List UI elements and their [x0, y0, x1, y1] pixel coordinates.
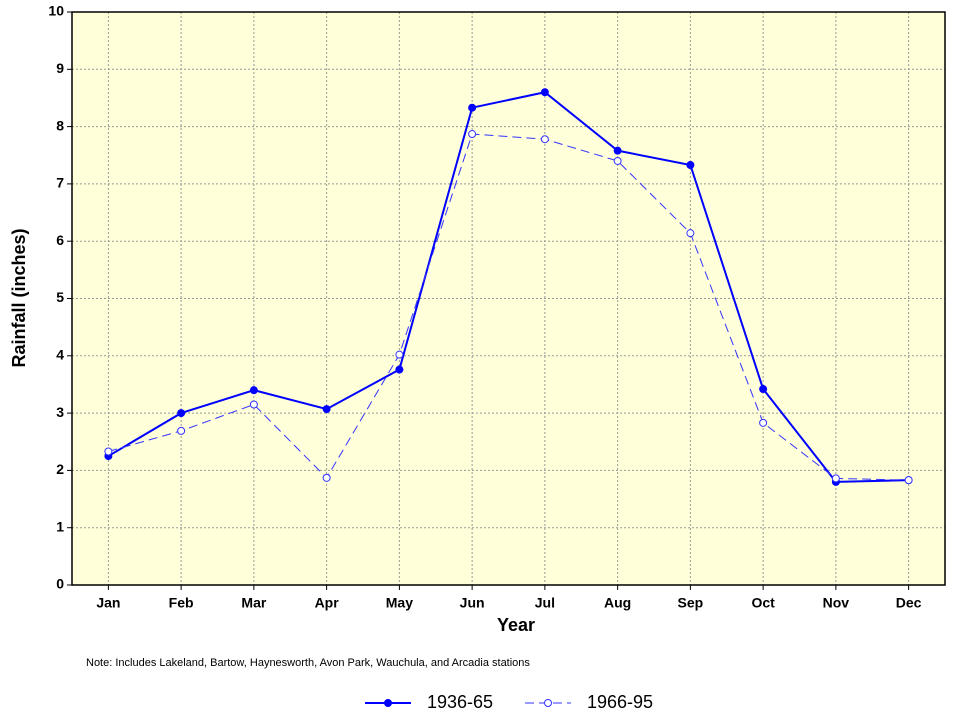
- point: [686, 229, 695, 238]
- point: [613, 156, 622, 165]
- point: [759, 418, 768, 427]
- note: Note: Includes Lakeland, Bartow, Haynesw…: [86, 657, 530, 669]
- x-tick-label: Oct: [751, 595, 775, 611]
- x-tick-label: Apr: [315, 595, 340, 611]
- y-tick-label: 10: [48, 3, 64, 19]
- x-tick-label: Nov: [823, 595, 850, 611]
- x-tick-label: Aug: [604, 595, 631, 611]
- point: [322, 473, 331, 482]
- point: [831, 474, 840, 483]
- y-tick-label: 9: [56, 60, 64, 76]
- point: [759, 385, 768, 394]
- point: [613, 146, 622, 155]
- point: [904, 476, 913, 485]
- y-tick-label: 5: [56, 289, 64, 305]
- x-tick-label: Jul: [535, 595, 555, 611]
- point: [468, 103, 477, 112]
- x-axis-label: Year: [497, 615, 535, 635]
- x-tick-label: Sep: [678, 595, 704, 611]
- point: [177, 409, 186, 418]
- y-tick-label: 1: [56, 518, 64, 534]
- y-tick-label: 4: [56, 347, 64, 363]
- point: [540, 135, 549, 144]
- point: [468, 130, 477, 139]
- x-tick-label: May: [386, 595, 413, 611]
- point: [686, 160, 695, 169]
- point: [395, 365, 404, 374]
- series-line: [107, 91, 909, 483]
- y-tick-label: 6: [56, 232, 64, 248]
- y-tick-label: 7: [56, 175, 64, 191]
- x-tick-label: Jun: [460, 595, 485, 611]
- legend-label: 1966-95: [587, 692, 653, 712]
- y-tick-label: 8: [56, 117, 64, 133]
- point: [249, 386, 258, 395]
- x-tick-label: Jan: [96, 595, 120, 611]
- point: [104, 447, 113, 456]
- x-tick-label: Mar: [241, 595, 266, 611]
- legend-marker: [384, 699, 392, 707]
- y-axis-label: Rainfall (inches): [9, 228, 29, 367]
- legend-marker: [544, 699, 552, 707]
- point: [395, 350, 404, 359]
- point: [322, 405, 331, 414]
- series-line: [108, 133, 909, 481]
- x-tick-label: Dec: [896, 595, 922, 611]
- point: [177, 426, 186, 435]
- point: [249, 400, 258, 409]
- y-tick-label: 3: [56, 404, 64, 420]
- y-tick-label: 0: [56, 576, 64, 592]
- y-tick-label: 2: [56, 461, 64, 477]
- legend-label: 1936-65: [427, 692, 493, 712]
- x-tick-label: Feb: [169, 595, 194, 611]
- point: [540, 88, 549, 97]
